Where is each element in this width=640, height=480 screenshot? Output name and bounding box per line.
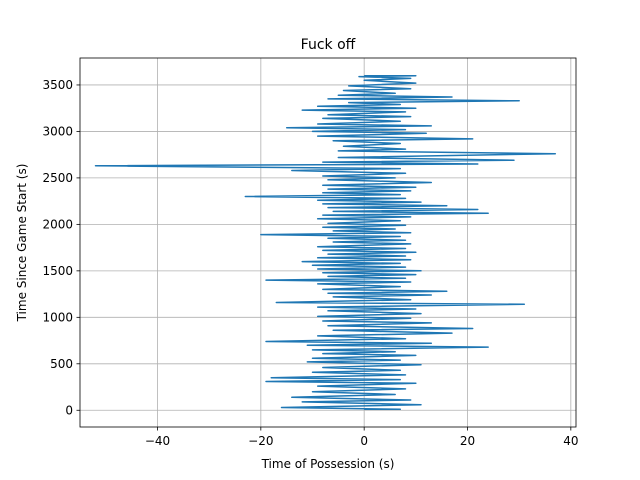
x-tick-label: 0 <box>360 434 368 448</box>
x-axis-label: Time of Possession (s) <box>261 457 395 471</box>
y-axis-label: Time Since Game Start (s) <box>15 164 29 323</box>
y-tick-label: 2500 <box>42 171 73 185</box>
y-tick-label: 1500 <box>42 264 73 278</box>
y-tick-label: 2000 <box>42 217 73 231</box>
y-tick-label: 500 <box>50 357 73 371</box>
series-layer <box>94 74 557 411</box>
series-line <box>94 74 557 411</box>
axes-frame <box>79 57 577 428</box>
y-axis-ticks: 0 500 1000 1500 2000 2500 3000 3500 <box>42 78 80 417</box>
chart-title: Fuck off <box>301 37 356 53</box>
y-tick-label: 1000 <box>42 310 73 324</box>
x-tick-label: −20 <box>248 434 273 448</box>
x-axis-ticks: −40 −20 0 20 40 <box>145 427 578 448</box>
x-tick-label: 40 <box>563 434 578 448</box>
y-tick-label: 0 <box>65 403 73 417</box>
x-tick-label: 20 <box>460 434 475 448</box>
y-tick-label: 3000 <box>42 124 73 138</box>
y-tick-label: 3500 <box>42 78 73 92</box>
x-tick-label: −40 <box>145 434 170 448</box>
